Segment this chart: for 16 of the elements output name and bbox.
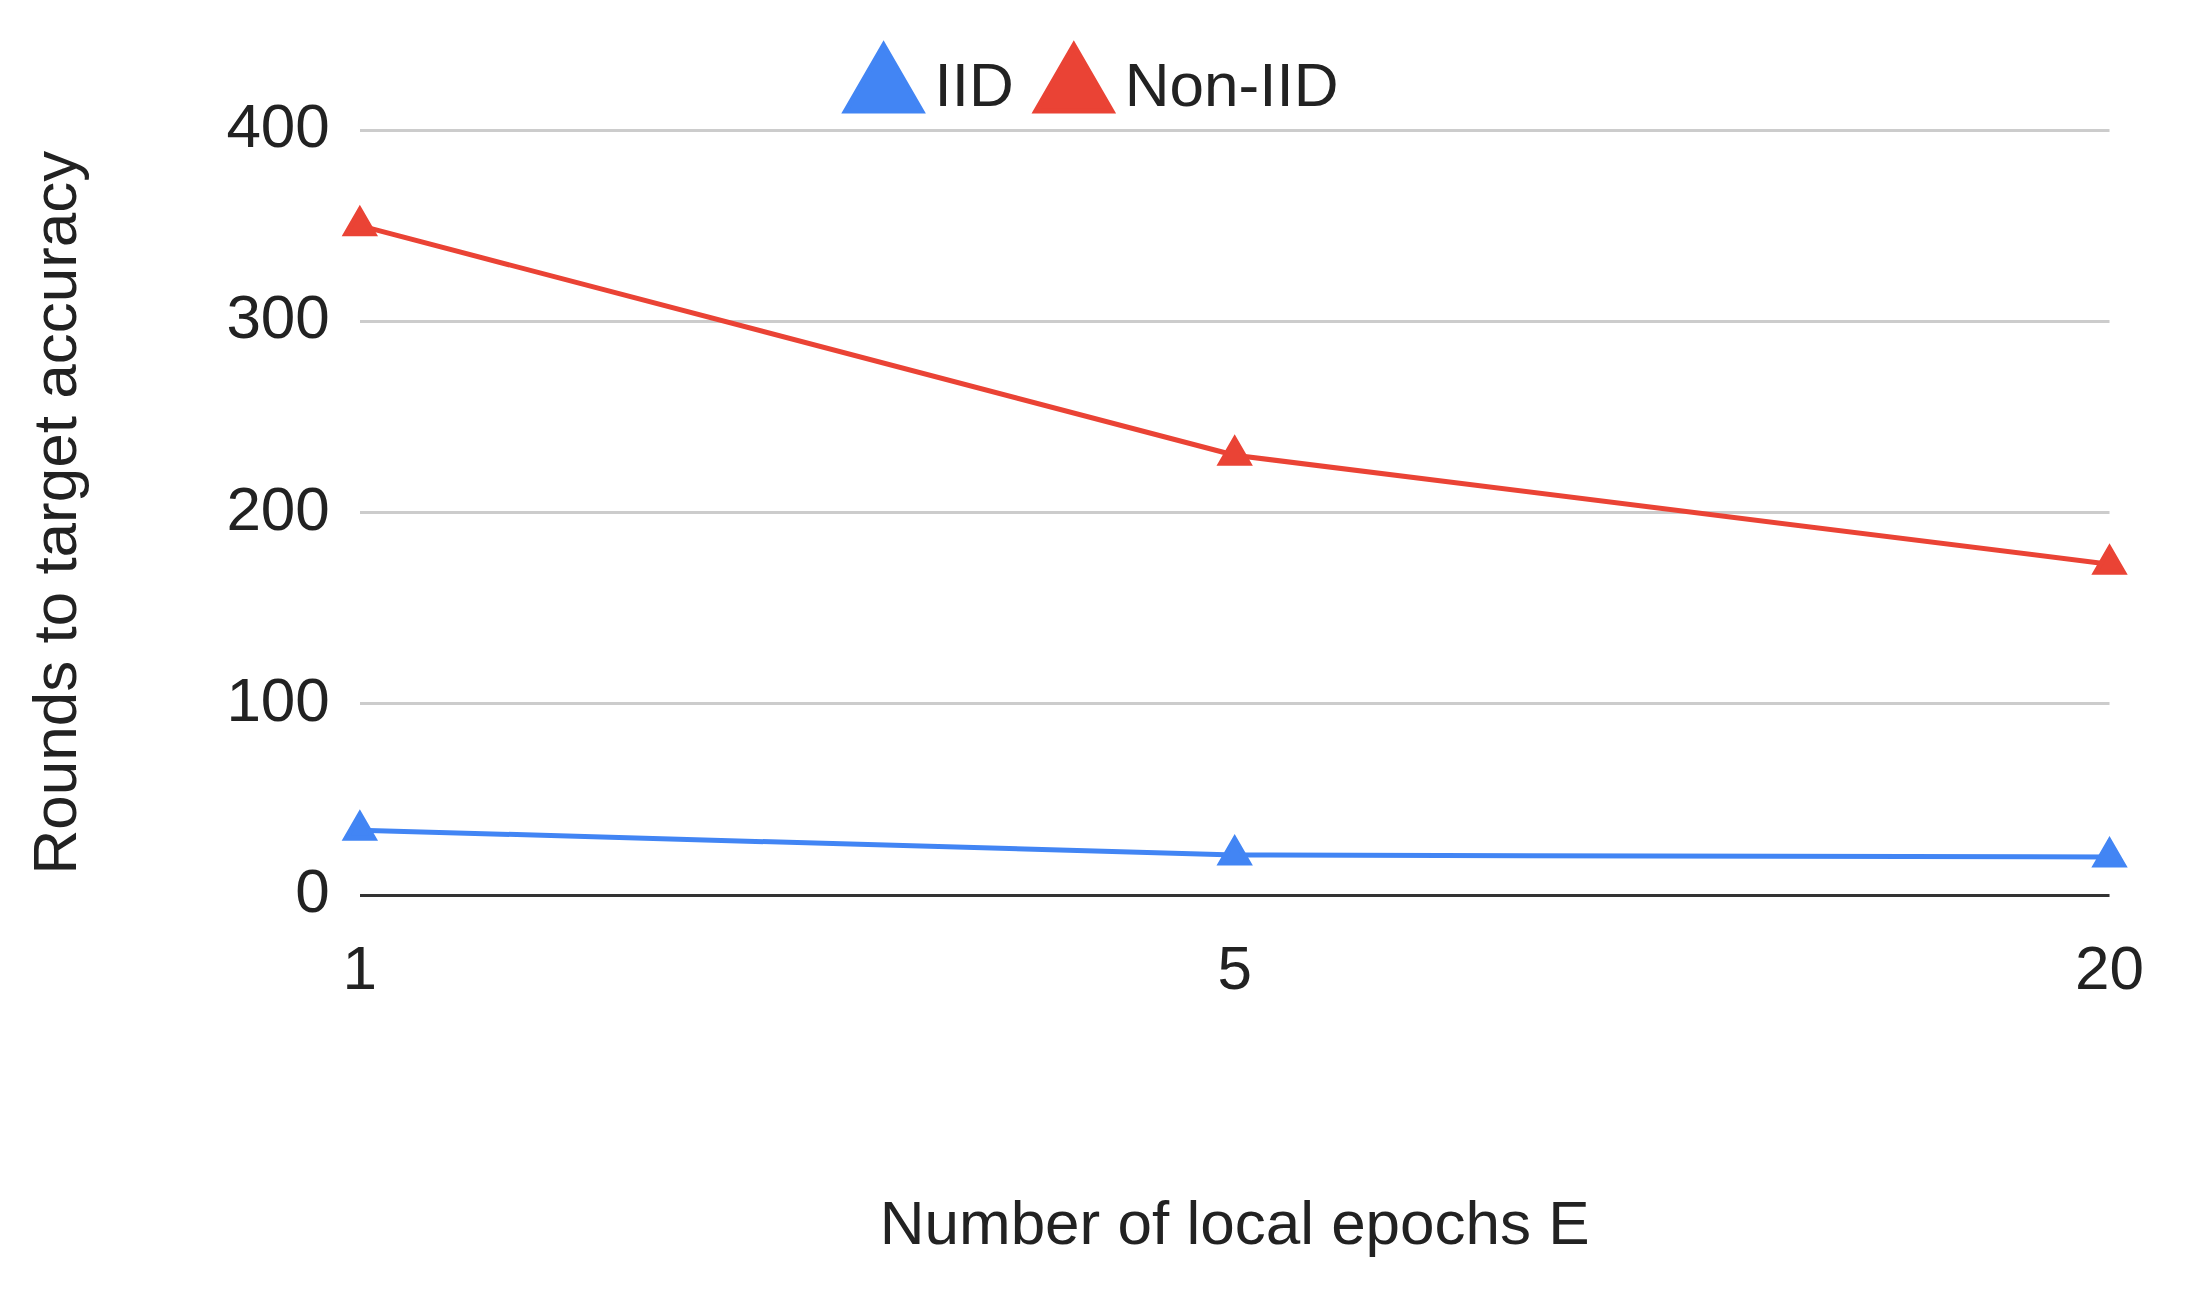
point <box>341 809 378 841</box>
legend-label: Non-IID <box>1124 50 1339 120</box>
y-axis-title: Rounds to target accuracy <box>20 150 90 875</box>
y-tick-label: 100 <box>226 664 330 734</box>
x-tick-label: 5 <box>1217 933 1252 1003</box>
x-tick-label: 1 <box>342 933 378 1003</box>
legend-label: IID <box>934 50 1014 120</box>
y-tick-label: 300 <box>226 282 330 352</box>
x-axis-title: Number of local epochs E <box>879 1187 1590 1257</box>
y-tick-label: 400 <box>226 91 330 161</box>
x-tick-label: 20 <box>2075 933 2144 1003</box>
point <box>1216 434 1253 466</box>
y-tick-label: 200 <box>226 473 330 543</box>
point <box>1216 834 1253 866</box>
point <box>2091 543 2128 575</box>
y-tick-label: 0 <box>295 856 330 926</box>
